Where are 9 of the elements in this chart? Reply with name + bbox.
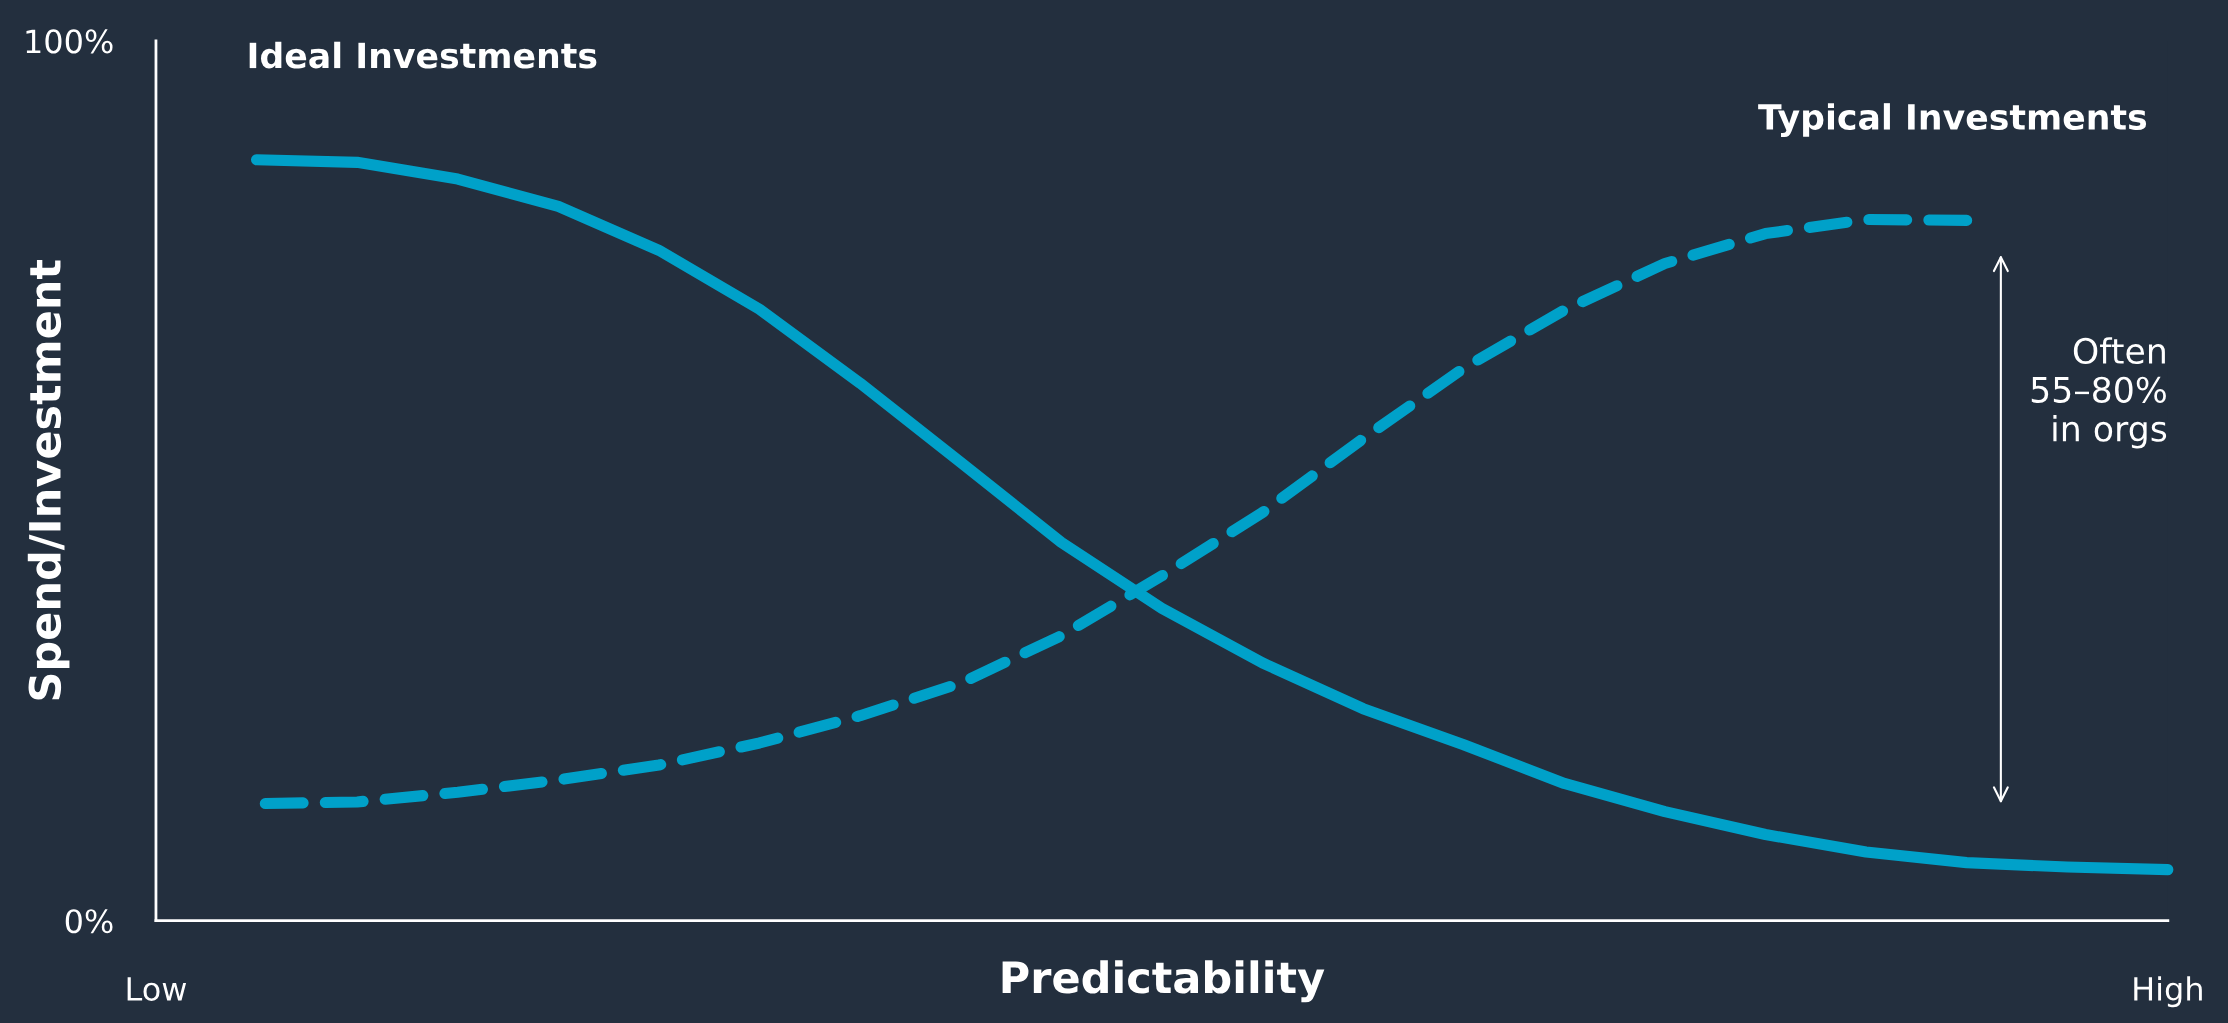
x-tick-label: High	[2134, 976, 2202, 1008]
y-tick-label: 0%	[65, 909, 113, 934]
x-axis-title: Predictability	[1002, 960, 1325, 1003]
y-axis-title: Spend/Investment	[27, 259, 70, 700]
y-tick-label: 100%	[26, 29, 113, 54]
text: Ideal Investments	[249, 41, 597, 69]
x-tick-label: Low	[127, 977, 187, 1001]
annotation: Often 55–80% in orgs	[2031, 337, 2167, 449]
text: Typical Investments	[1758, 103, 2147, 138]
